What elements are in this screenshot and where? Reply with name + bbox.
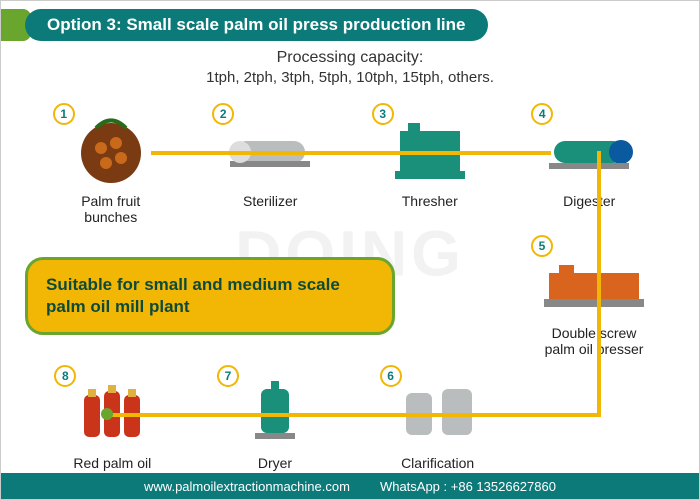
flow-end-dot [101,408,113,420]
footer-site: www.palmoilextractionmachine.com [144,479,350,494]
step-label: Dryer [258,455,292,471]
step-label: Thresher [402,193,458,209]
step-4: 4Digester [519,109,659,225]
step-label: Digester [563,193,615,209]
step-7: 7Dryer [205,371,345,471]
step-number-badge: 3 [372,103,394,125]
step-2: 2Sterilizer [200,109,340,225]
step-image [215,109,325,189]
step-6: 6Clarification [368,371,508,471]
header-bar: Option 3: Small scale palm oil press pro… [1,9,488,41]
footer-whatsapp-label: WhatsApp : [380,479,447,494]
header-prefix: Option 3: [47,15,122,35]
step-number-badge: 5 [531,235,553,257]
footer-bar: www.palmoilextractionmachine.com WhatsAp… [1,473,699,499]
step-3: 3Thresher [360,109,500,225]
footer-whatsapp-number: +86 13526627860 [451,479,556,494]
footer-whatsapp: WhatsApp : +86 13526627860 [380,479,556,494]
step-label: Double screwpalm oil presser [545,325,644,357]
step-8: 8Red palm oil [42,371,182,471]
flow-line [597,151,601,281]
step-image [539,241,649,321]
step-number-badge: 6 [380,365,402,387]
flow-line [597,281,601,416]
capacity-values: 1tph, 2tph, 3tph, 5tph, 10tph, 15tph, ot… [1,69,699,86]
steps-row-top: 1Palm fruitbunches2Sterilizer3Thresher4D… [1,109,699,225]
capacity-label: Processing capacity: [1,49,699,67]
step-1: 1Palm fruitbunches [41,109,181,225]
step-image [534,109,644,189]
flow-line [111,413,601,417]
flow-line [151,151,551,155]
step-label: Palm fruitbunches [81,193,140,225]
step-label: Clarification [401,455,474,471]
step-number-badge: 1 [53,103,75,125]
steps-row-bottom: 8Red palm oil7Dryer6Clarification [1,371,699,471]
header-pill: Option 3: Small scale palm oil press pro… [25,9,488,41]
sub-header: Processing capacity: 1tph, 2tph, 3tph, 5… [1,49,699,86]
step-5: 5Double screwpalm oil presser [519,241,669,357]
suitability-note: Suitable for small and medium scale palm… [25,257,395,335]
step-5: 5Double screwpalm oil presser [519,241,669,357]
step-label: Sterilizer [243,193,297,209]
step-number-badge: 7 [217,365,239,387]
header-title: Small scale palm oil press production li… [126,15,465,35]
step-label: Red palm oil [73,455,151,471]
